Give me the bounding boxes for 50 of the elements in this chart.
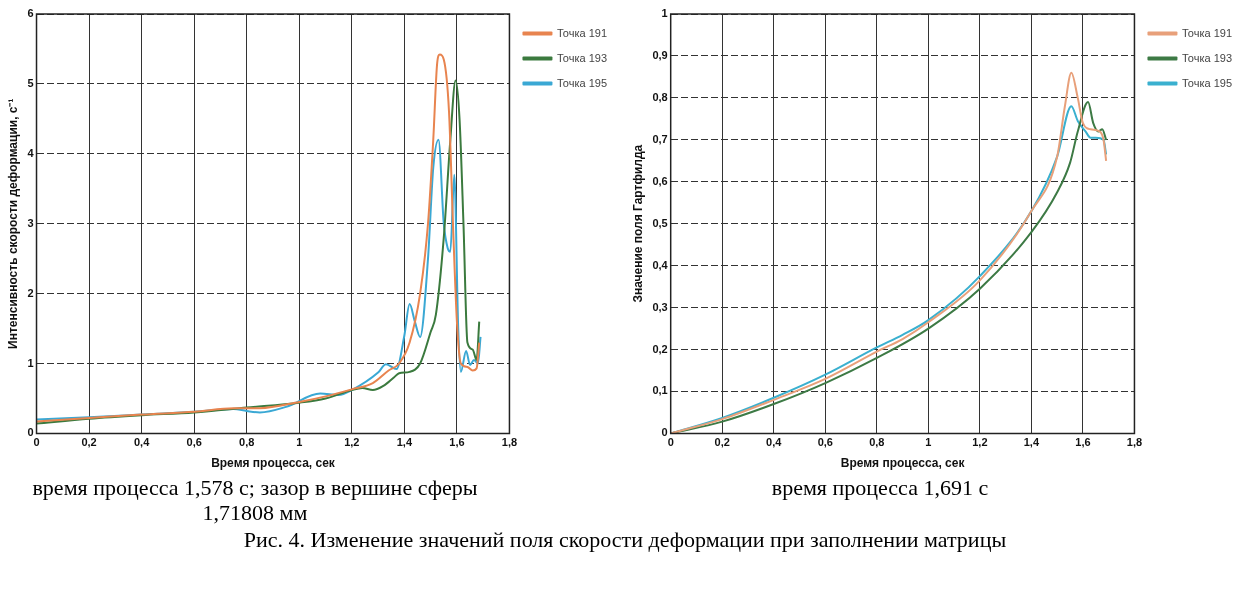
legend-label: Точка 191 — [1181, 26, 1233, 39]
text: Рис. 4. Изменение значений поля скорости деформации при заполнении матрицы — [242, 527, 1008, 553]
x-tick-label: 0,8 — [239, 436, 255, 449]
x-tick-label: 1,6 — [449, 436, 465, 449]
x-tick-label: 1,8 — [1126, 436, 1143, 449]
y-tick-label: 0,3 — [652, 300, 668, 313]
x-tick-label: 0,2 — [81, 436, 97, 449]
legend-label: Точка 191 — [556, 26, 608, 39]
line-series — [36, 138, 482, 421]
y-tick-label: 3 — [27, 216, 34, 229]
x-tick-label: 1,4 — [396, 436, 413, 449]
x-tick-label: 0,4 — [766, 436, 783, 449]
x-axis-title: Время процесса, сек — [840, 456, 966, 471]
x-tick-label: 0,8 — [869, 436, 885, 449]
x-tick-label: 0,2 — [714, 436, 730, 449]
x-tick-label: 1,2 — [344, 436, 360, 449]
y-tick-label: 0,9 — [652, 48, 668, 61]
x-tick-label: 0,4 — [133, 436, 151, 449]
y-tick-label: 0,6 — [652, 174, 668, 187]
x-tick-label: 1 — [296, 436, 303, 449]
x-tick-label: 1 — [925, 436, 932, 449]
x-tick-label: 1,8 — [501, 436, 518, 449]
y-tick-label: 0,7 — [652, 132, 668, 145]
y-tick-label: 0,4 — [652, 258, 669, 271]
y-tick-label: 2 — [27, 286, 34, 299]
y-tick-label: 1 — [27, 356, 34, 369]
x-tick-label: 0,6 — [186, 436, 202, 449]
x-tick-label: 0,6 — [817, 436, 833, 449]
y-tick-label: 0 — [27, 426, 34, 439]
y-tick-label: 1 — [661, 7, 668, 20]
y-tick-label: 6 — [27, 7, 34, 20]
y-axis-title: Интенсивность скорости деформации, с⁻¹ — [5, 98, 20, 349]
x-tick-label: 1,4 — [1023, 436, 1040, 449]
text: время процесса 1,691 с — [770, 475, 990, 500]
x-tick-label: 1,6 — [1075, 436, 1091, 449]
y-tick-label: 5 — [27, 76, 34, 89]
y-tick-label: 0 — [661, 426, 668, 439]
legend-label: Точка 193 — [1181, 51, 1233, 64]
legend-label: Точка 195 — [1181, 76, 1233, 89]
y-tick-label: 0,8 — [652, 90, 668, 103]
x-tick-label: 1,2 — [972, 436, 988, 449]
legend-label: Точка 193 — [556, 51, 608, 64]
legend-label: Точка 195 — [556, 76, 608, 89]
text: время процесса 1,578 с; зазор в вершине сферы 1,71808 мм — [31, 475, 479, 525]
x-axis-title: Время процесса, сек — [211, 456, 336, 471]
y-tick-label: 0,1 — [652, 384, 668, 397]
y-tick-label: 4 — [27, 146, 35, 159]
y-tick-label: 0,5 — [652, 216, 668, 229]
y-axis-title: Значение поля Гартфилда — [630, 144, 645, 303]
y-tick-label: 0,2 — [652, 342, 668, 355]
